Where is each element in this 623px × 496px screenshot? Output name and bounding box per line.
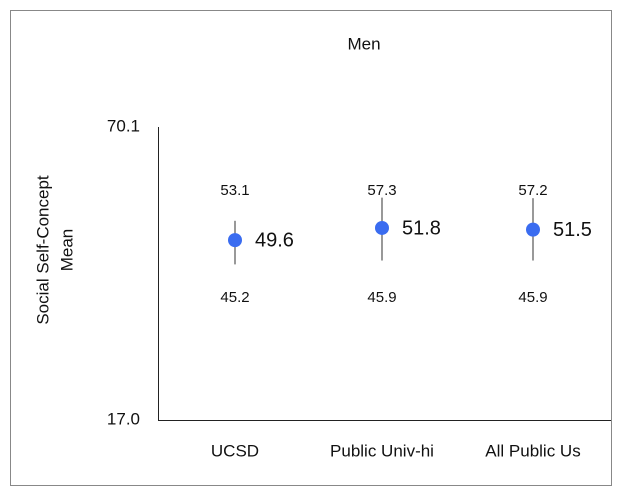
x-tick-label: UCSD: [211, 441, 259, 460]
y-axis-label-line: Social Self-Concept: [33, 175, 52, 325]
mean-label: 51.8: [402, 217, 441, 239]
mean-dot: [526, 222, 540, 237]
upper-label: 57.2: [518, 182, 547, 199]
upper-label: 57.3: [367, 182, 396, 199]
mean-label: 49.6: [255, 229, 294, 251]
mean-dot: [375, 220, 389, 235]
frame: [10, 10, 612, 486]
upper-label: 53.1: [220, 182, 249, 199]
y-axis-label-line: Mean: [57, 229, 76, 272]
lower-label: 45.9: [367, 289, 396, 306]
y-axis-label: Social Self-Concept Mean: [33, 175, 76, 325]
mean-label: 51.5: [553, 219, 592, 241]
y-tick-label: 70.1: [107, 116, 140, 135]
y-tick-label: 17.0: [107, 409, 140, 428]
mean-dot: [228, 233, 242, 248]
lower-label: 45.2: [220, 289, 249, 306]
chart-title: Men: [347, 34, 380, 53]
x-tick-label: All Public Us: [485, 441, 580, 460]
lower-label: 45.9: [518, 289, 547, 306]
x-tick-label: Public Univ-hi: [330, 441, 434, 460]
